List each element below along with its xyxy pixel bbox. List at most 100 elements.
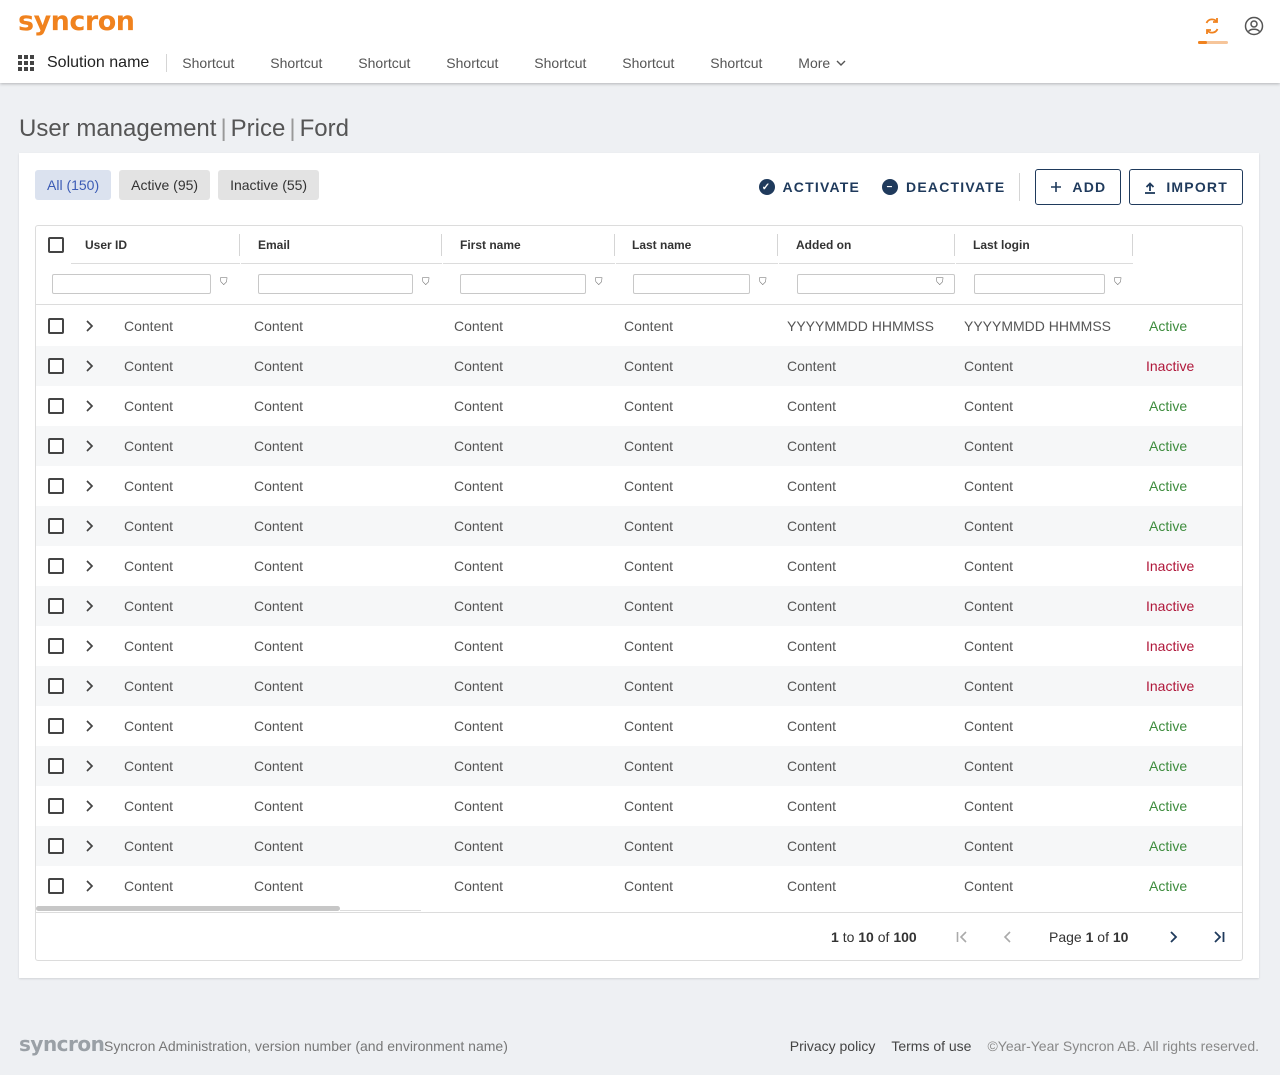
- row-checkbox[interactable]: [48, 598, 64, 614]
- expand-row-chevron-icon[interactable]: [83, 479, 97, 493]
- table-row[interactable]: Content Content Content Content Content Conte…: [36, 706, 1242, 746]
- solution-name[interactable]: Solution name: [47, 54, 168, 72]
- table-row[interactable]: Content Content Content Content Content Conte…: [36, 426, 1242, 466]
- user-account-icon[interactable]: [1244, 16, 1264, 36]
- nav-shortcut-5[interactable]: Shortcut: [534, 55, 587, 71]
- previous-page-button[interactable]: [996, 926, 1018, 948]
- expand-row-chevron-icon[interactable]: [83, 639, 97, 653]
- table-cell: Content: [787, 638, 837, 654]
- column-header-first-name[interactable]: First name: [443, 226, 615, 264]
- expand-row-chevron-icon[interactable]: [83, 679, 97, 693]
- first-page-button[interactable]: [952, 926, 974, 948]
- table-row[interactable]: Content Content Content Content Content Conte…: [36, 786, 1242, 826]
- table-row[interactable]: Content Content Content Content YYYYMMDD HHM…: [36, 306, 1242, 346]
- table-row[interactable]: Content Content Content Content Content Conte…: [36, 586, 1242, 626]
- nav-shortcut-6[interactable]: Shortcut: [622, 55, 675, 71]
- filter-icon[interactable]: ⛉: [422, 277, 430, 288]
- table-actions: ✓ ACTIVATE − DEACTIVATE ADD IMPORT: [758, 169, 1243, 205]
- filter-icon[interactable]: ⛉: [220, 277, 228, 288]
- filter-icon[interactable]: ⛉: [595, 277, 603, 288]
- syncron-logo[interactable]: syncron: [18, 6, 135, 37]
- activate-button[interactable]: ✓ ACTIVATE: [758, 169, 861, 205]
- user-id-filter-input[interactable]: [52, 274, 211, 294]
- table-row[interactable]: Content Content Content Content Content Conte…: [36, 826, 1242, 866]
- table-cell: Content: [624, 438, 674, 454]
- table-row[interactable]: Content Content Content Content Content Conte…: [36, 626, 1242, 666]
- filter-chip-all[interactable]: All (150): [35, 170, 112, 200]
- column-header-last-name[interactable]: Last name: [616, 226, 778, 264]
- nav-shortcut-3[interactable]: Shortcut: [358, 55, 411, 71]
- select-all-checkbox[interactable]: [48, 237, 64, 253]
- footer-version-text: Syncron Administration, version number (…: [104, 1038, 508, 1054]
- nav-shortcut-2[interactable]: Shortcut: [270, 55, 323, 71]
- expand-row-chevron-icon[interactable]: [83, 599, 97, 613]
- column-header-email[interactable]: Email: [241, 226, 442, 264]
- table-cell: Content: [454, 558, 504, 574]
- column-header-added-on[interactable]: Added on: [779, 226, 955, 264]
- row-checkbox[interactable]: [48, 678, 64, 694]
- row-checkbox[interactable]: [48, 398, 64, 414]
- column-header-last-login[interactable]: Last login: [956, 226, 1133, 264]
- row-checkbox[interactable]: [48, 518, 64, 534]
- row-checkbox[interactable]: [48, 758, 64, 774]
- nav-shortcut-7[interactable]: Shortcut: [710, 55, 763, 71]
- expand-row-chevron-icon[interactable]: [83, 759, 97, 773]
- import-button[interactable]: IMPORT: [1129, 169, 1243, 205]
- first-name-filter-input[interactable]: [460, 274, 586, 294]
- nav-more-menu[interactable]: More: [798, 55, 846, 71]
- expand-row-chevron-icon[interactable]: [83, 879, 97, 893]
- row-checkbox[interactable]: [48, 438, 64, 454]
- filter-icon[interactable]: ⛉: [759, 277, 767, 288]
- upload-icon: [1145, 181, 1156, 194]
- expand-row-chevron-icon[interactable]: [83, 839, 97, 853]
- expand-row-chevron-icon[interactable]: [83, 799, 97, 813]
- table-cell: Content: [787, 758, 837, 774]
- row-checkbox[interactable]: [48, 838, 64, 854]
- deactivate-button[interactable]: − DEACTIVATE: [882, 169, 1005, 205]
- table-row[interactable]: Content Content Content Content Content Conte…: [36, 386, 1242, 426]
- filter-chip-inactive[interactable]: Inactive (55): [218, 170, 320, 200]
- add-button[interactable]: ADD: [1035, 169, 1122, 205]
- expand-row-chevron-icon[interactable]: [83, 319, 97, 333]
- expand-row-chevron-icon[interactable]: [83, 359, 97, 373]
- filter-chip-active[interactable]: Active (95): [119, 170, 211, 200]
- table-row[interactable]: Content Content Content Content Content Conte…: [36, 546, 1242, 586]
- terms-of-use-link[interactable]: Terms of use: [891, 1038, 972, 1054]
- row-checkbox[interactable]: [48, 718, 64, 734]
- table-row[interactable]: Content Content Content Content Content Conte…: [36, 346, 1242, 386]
- table-row[interactable]: Content Content Content Content Content Conte…: [36, 466, 1242, 506]
- row-checkbox[interactable]: [48, 798, 64, 814]
- next-page-button[interactable]: [1163, 926, 1185, 948]
- row-checkbox[interactable]: [48, 638, 64, 654]
- row-checkbox[interactable]: [48, 358, 64, 374]
- row-checkbox[interactable]: [48, 318, 64, 334]
- expand-row-chevron-icon[interactable]: [83, 439, 97, 453]
- app-launcher-icon[interactable]: [18, 55, 34, 71]
- expand-row-chevron-icon[interactable]: [83, 559, 97, 573]
- privacy-policy-link[interactable]: Privacy policy: [789, 1038, 876, 1054]
- filter-icon[interactable]: ⛉: [936, 277, 944, 288]
- filter-icon[interactable]: ⛉: [1114, 277, 1122, 288]
- expand-row-chevron-icon[interactable]: [83, 519, 97, 533]
- column-header-user-id[interactable]: User ID: [71, 226, 240, 264]
- last-login-filter-input[interactable]: [974, 274, 1105, 294]
- last-page-button[interactable]: [1207, 926, 1229, 948]
- table-row[interactable]: Content Content Content Content Content Conte…: [36, 506, 1242, 546]
- added-on-filter-input[interactable]: [797, 274, 955, 294]
- email-filter-input[interactable]: [258, 274, 413, 294]
- horizontal-scrollbar[interactable]: [36, 906, 421, 912]
- expand-row-chevron-icon[interactable]: [83, 399, 97, 413]
- nav-shortcut-1[interactable]: Shortcut: [182, 55, 235, 71]
- table-cell: Content: [964, 398, 1014, 414]
- expand-row-chevron-icon[interactable]: [83, 719, 97, 733]
- sync-icon[interactable]: [1198, 12, 1228, 44]
- row-checkbox[interactable]: [48, 878, 64, 894]
- row-checkbox[interactable]: [48, 478, 64, 494]
- table-row[interactable]: Content Content Content Content Content Conte…: [36, 866, 1242, 906]
- table-row[interactable]: Content Content Content Content Content Conte…: [36, 666, 1242, 706]
- last-name-filter-input[interactable]: [633, 274, 750, 294]
- row-checkbox[interactable]: [48, 558, 64, 574]
- nav-shortcut-4[interactable]: Shortcut: [446, 55, 499, 71]
- table-row[interactable]: Content Content Content Content Content Conte…: [36, 746, 1242, 786]
- scrollbar-thumb[interactable]: [36, 906, 340, 911]
